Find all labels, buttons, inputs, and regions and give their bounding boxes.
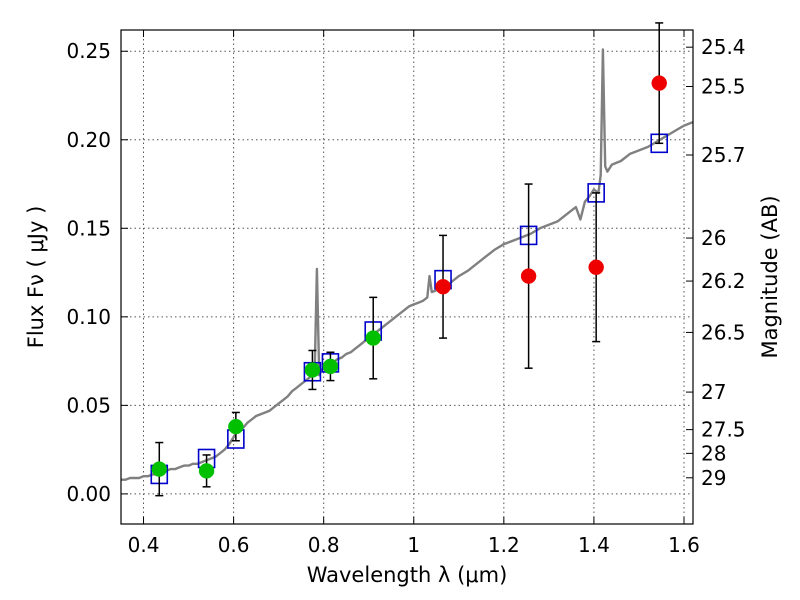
- data-point: [435, 278, 451, 295]
- x-tick-label: 1.4: [578, 533, 610, 557]
- data-point: [198, 463, 215, 479]
- y-tick-label: 0.00: [66, 482, 111, 506]
- y-axis-label: Flux Fν ( μJy ): [24, 206, 48, 349]
- grid: [121, 30, 693, 524]
- ticks-layer: 0.4 0.6 0.8 1 1.2 1.4 1.6 0.00 0.05 0.10 0.15 0.20 0…: [66, 30, 746, 557]
- x-tick-label: 0.4: [128, 533, 160, 557]
- data-point: [304, 362, 321, 378]
- spectrum-layer: [121, 48, 693, 481]
- right-tick-label: 25.4: [701, 35, 746, 59]
- x-tick-label: 1.6: [668, 533, 700, 557]
- right-tick-label: 25.5: [701, 74, 746, 98]
- right-tick-label: 26.5: [701, 320, 746, 344]
- data-point: [365, 330, 381, 346]
- x-tick-label: 0.8: [308, 533, 340, 557]
- right-tick-label: 28: [701, 441, 726, 465]
- data-point: [151, 461, 168, 477]
- x-axis-label: Wavelength λ (μm): [307, 563, 508, 587]
- points-layer: [150, 22, 669, 497]
- right-tick-label: 26: [701, 226, 726, 250]
- right-tick-label: 26.2: [701, 269, 746, 293]
- data-point: [588, 259, 604, 276]
- x-tick-label: 0.6: [218, 533, 250, 557]
- y-tick-label: 0.10: [66, 305, 111, 329]
- y-tick-label: 0.15: [66, 216, 111, 240]
- x-tick-label: 1.2: [488, 533, 520, 557]
- data-point: [228, 418, 244, 435]
- spectrum-line: [121, 48, 693, 481]
- data-point: [322, 358, 339, 375]
- y-axis-right-label: Magnitude (AB): [758, 195, 782, 358]
- data-point: [520, 268, 537, 284]
- right-tick-label: 27.5: [701, 418, 746, 442]
- y-tick-label: 0.25: [66, 39, 111, 63]
- y-tick-label: 0.05: [66, 393, 111, 417]
- plot-frame: [120, 29, 694, 525]
- data-point: [651, 75, 667, 91]
- right-tick-label: 27: [701, 380, 726, 404]
- x-tick-label: 1: [407, 533, 420, 557]
- y-tick-label: 0.20: [66, 128, 111, 152]
- right-tick-label: 29: [701, 466, 726, 490]
- right-tick-label: 25.7: [701, 143, 746, 167]
